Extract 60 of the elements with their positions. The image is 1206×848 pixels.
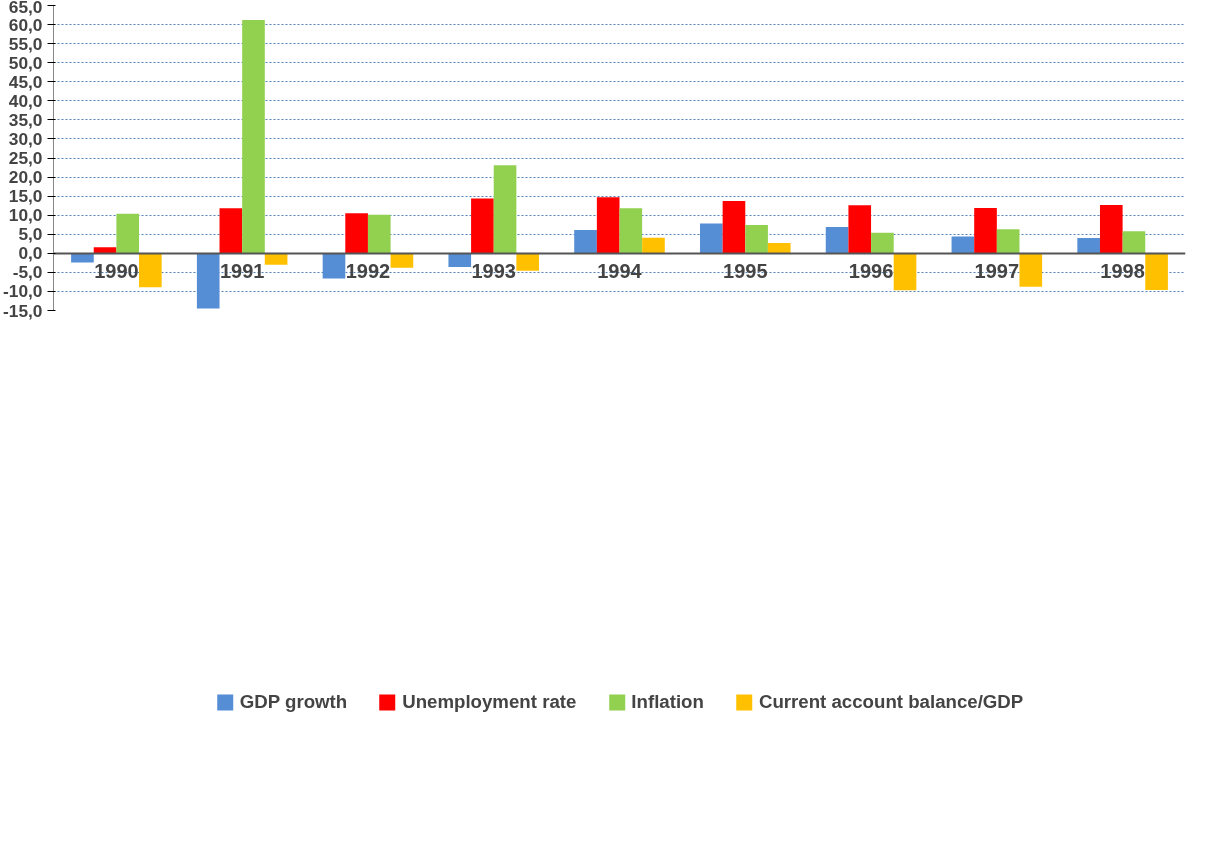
legend-label: Current account balance/GDP [758, 690, 1024, 713]
bar [219, 208, 243, 254]
bar [767, 243, 791, 254]
y-tick-label: 15,0 [8, 186, 43, 207]
bar [574, 230, 597, 254]
bar [493, 165, 517, 254]
x-tick-label: 1992 [345, 260, 391, 283]
x-tick-label: 1994 [597, 260, 643, 283]
bar [1077, 238, 1100, 254]
y-tick-label: 35,0 [8, 109, 43, 130]
bar [196, 253, 220, 309]
y-tick-label: 30,0 [8, 128, 43, 149]
bar [1145, 253, 1168, 290]
x-tick-label: 1991 [219, 260, 265, 283]
y-tick-label: 40,0 [8, 90, 43, 111]
bar [516, 253, 539, 271]
bar [596, 197, 620, 254]
bar [700, 223, 723, 254]
bar [139, 253, 162, 288]
bar [116, 213, 140, 254]
bar [1122, 231, 1146, 254]
legend-label: Inflation [631, 690, 704, 713]
bar [242, 19, 265, 254]
y-tick-label: 65,0 [8, 0, 43, 17]
bar [471, 198, 494, 254]
bar [1099, 204, 1123, 254]
y-tick-label: 5,0 [18, 224, 43, 245]
bar [996, 229, 1020, 254]
x-tick-label: 1998 [1100, 260, 1145, 283]
bar [1019, 253, 1043, 287]
x-tick-label: 1997 [974, 260, 1020, 283]
bar [93, 247, 117, 254]
y-tick-label: 0,0 [18, 243, 43, 264]
bar [722, 201, 746, 254]
x-tick-label: 1995 [723, 260, 768, 283]
y-tick-label: -10,0 [3, 281, 43, 302]
x-tick-label: 1990 [94, 260, 139, 283]
legend-label: Unemployment rate [402, 690, 577, 713]
bar [619, 208, 643, 254]
bar [745, 225, 768, 254]
y-tick-label: -15,0 [3, 300, 43, 321]
y-tick-label: 25,0 [8, 148, 43, 168]
x-tick-label: 1993 [471, 260, 516, 283]
y-tick-label: 55,0 [8, 33, 43, 54]
bar [871, 232, 894, 254]
bar [893, 253, 917, 291]
bar [367, 214, 391, 254]
y-tick-label: 10,0 [8, 205, 43, 226]
bar [848, 205, 872, 254]
y-tick-label: 50,0 [8, 52, 43, 73]
y-tick-label: 20,0 [8, 167, 43, 188]
x-tick-label: 1996 [848, 260, 894, 283]
bar [642, 237, 665, 254]
bar [825, 227, 849, 254]
bar [951, 236, 975, 254]
bar [974, 207, 997, 254]
bar [345, 213, 368, 254]
y-tick-label: -5,0 [12, 262, 43, 283]
legend-label: GDP growth [239, 690, 348, 713]
y-tick-label: 45,0 [8, 71, 43, 92]
